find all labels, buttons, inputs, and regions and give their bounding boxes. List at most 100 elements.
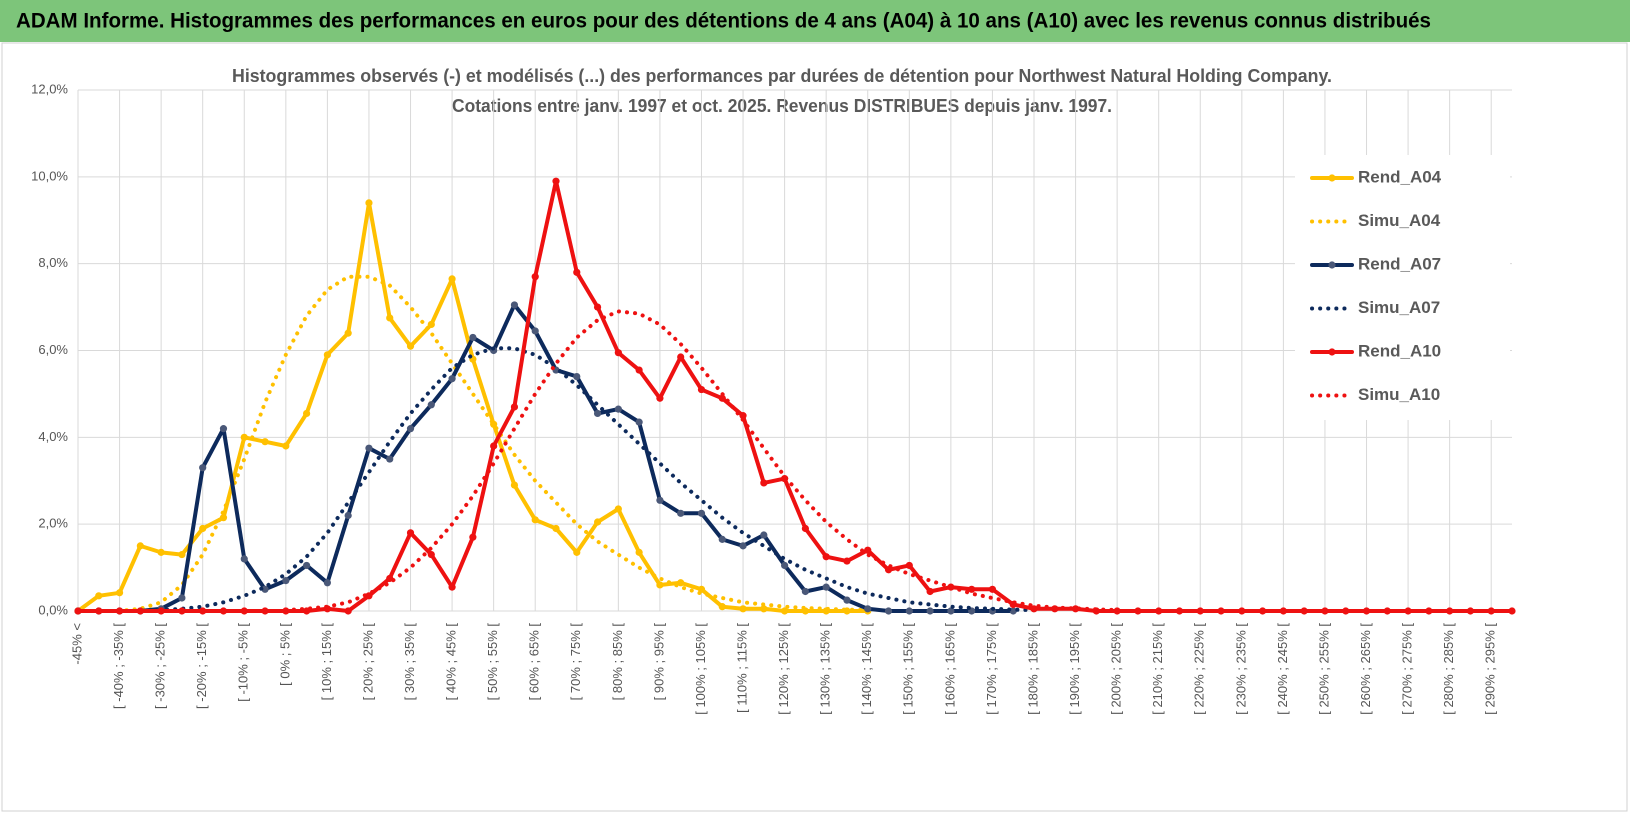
x-tick-label: [ 210% ; 215% [ (1150, 623, 1165, 715)
legend-label: Rend_A07 (1358, 254, 1441, 273)
data-point (552, 177, 560, 185)
data-point (510, 301, 519, 309)
x-tick-label: -45% < (69, 623, 84, 665)
x-tick-label: [ 40% ; 45% [ (444, 623, 459, 701)
data-point (282, 577, 290, 585)
data-point (1217, 607, 1225, 615)
legend: Rend_A04 Simu_A04 Rend_A07 Simu_A07 Rend_A10… (1295, 155, 1510, 420)
legend-label: Simu_A04 (1358, 211, 1441, 230)
data-point (1362, 607, 1371, 615)
y-tick-label: 2,0% (38, 516, 68, 531)
data-point (1259, 607, 1267, 615)
data-point (718, 535, 726, 543)
data-point (469, 533, 477, 541)
data-point (718, 394, 726, 402)
data-point (656, 394, 664, 402)
data-point (1071, 605, 1080, 613)
chart-title: Histogrammes observés (-) et modélisés (… (232, 66, 1332, 86)
data-point (303, 409, 311, 418)
data-point (781, 607, 789, 615)
x-tick-label: [ 190% ; 195% [ (1067, 623, 1082, 715)
data-point (614, 405, 622, 413)
x-tick-label: [ 120% ; 125% [ (776, 623, 791, 715)
data-point (157, 607, 165, 615)
data-point (739, 605, 747, 613)
data-point (261, 607, 269, 615)
x-tick-label: [ 50% ; 55% [ (485, 623, 500, 701)
data-point (1155, 607, 1163, 615)
data-point (1404, 607, 1412, 615)
data-point (1030, 605, 1038, 613)
series-line (76, 346, 1036, 613)
data-point (822, 553, 830, 561)
data-point (781, 561, 789, 570)
data-point (988, 585, 997, 593)
data-point (240, 607, 248, 615)
data-point (1196, 607, 1204, 615)
x-tick-label: [ 280% ; 285% [ (1441, 623, 1456, 715)
data-point (864, 605, 872, 613)
y-tick-label: 4,0% (38, 429, 68, 444)
data-point (760, 531, 768, 539)
data-point (1300, 607, 1308, 615)
data-point (760, 605, 768, 613)
data-point (510, 403, 519, 411)
data-point (905, 607, 913, 615)
data-point (822, 583, 830, 591)
x-tick-label: [ 10% ; 15% [ (319, 623, 334, 701)
legend-box (1295, 155, 1510, 420)
data-point (864, 546, 872, 554)
data-point (427, 401, 435, 409)
x-tick-label: [ 260% ; 265% [ (1358, 623, 1373, 715)
data-point (718, 603, 726, 611)
data-point (282, 442, 290, 450)
y-tick-label: 10,0% (31, 168, 68, 183)
legend-label: Simu_A10 (1358, 385, 1440, 404)
x-tick-label: [ 270% ; 275% [ (1400, 623, 1415, 715)
data-point (656, 496, 664, 504)
x-tick-label: [ 70% ; 75% [ (568, 623, 583, 701)
series-line (76, 179, 1514, 613)
legend-label: Rend_A04 (1358, 167, 1442, 186)
data-point (593, 303, 602, 311)
data-point (677, 353, 685, 361)
data-point (136, 607, 144, 615)
data-point (199, 464, 207, 472)
y-tick-label: 6,0% (38, 342, 68, 357)
data-point (1279, 607, 1287, 615)
data-point (573, 268, 581, 276)
data-point (406, 529, 415, 537)
data-point (427, 320, 435, 329)
data-point (614, 505, 622, 513)
data-point (448, 275, 456, 283)
data-point (115, 607, 124, 615)
data-point (926, 607, 934, 615)
data-point (74, 607, 82, 615)
data-point (697, 509, 706, 517)
x-tick-label: [ -10% ; -5% [ (236, 623, 251, 702)
x-tick-label: [ 150% ; 155% [ (901, 623, 916, 715)
legend-label: Simu_A07 (1358, 298, 1440, 317)
legend-marker (1328, 261, 1336, 269)
data-point (1342, 607, 1350, 615)
header-title: ADAM Informe. Histogrammes des performan… (16, 10, 1431, 33)
x-tick-label: [ 30% ; 35% [ (402, 623, 417, 701)
data-point (323, 351, 331, 359)
x-tick-label: [ 240% ; 245% [ (1275, 623, 1290, 715)
data-point (1238, 607, 1246, 615)
series-line (76, 302, 1016, 613)
x-tick-label: [ 20% ; 25% [ (360, 623, 375, 701)
data-point (843, 557, 851, 565)
data-point (323, 579, 331, 587)
data-point (760, 479, 768, 487)
data-point (469, 333, 477, 342)
data-point (1466, 607, 1475, 615)
x-tick-label: [ 200% ; 205% [ (1109, 623, 1124, 715)
x-tick-label: [ -30% ; -25% [ (153, 623, 168, 709)
x-tick-label: [ 170% ; 175% [ (984, 623, 999, 715)
data-point (178, 607, 186, 615)
data-point (386, 314, 394, 322)
data-point (697, 385, 706, 394)
data-point (1113, 607, 1121, 615)
